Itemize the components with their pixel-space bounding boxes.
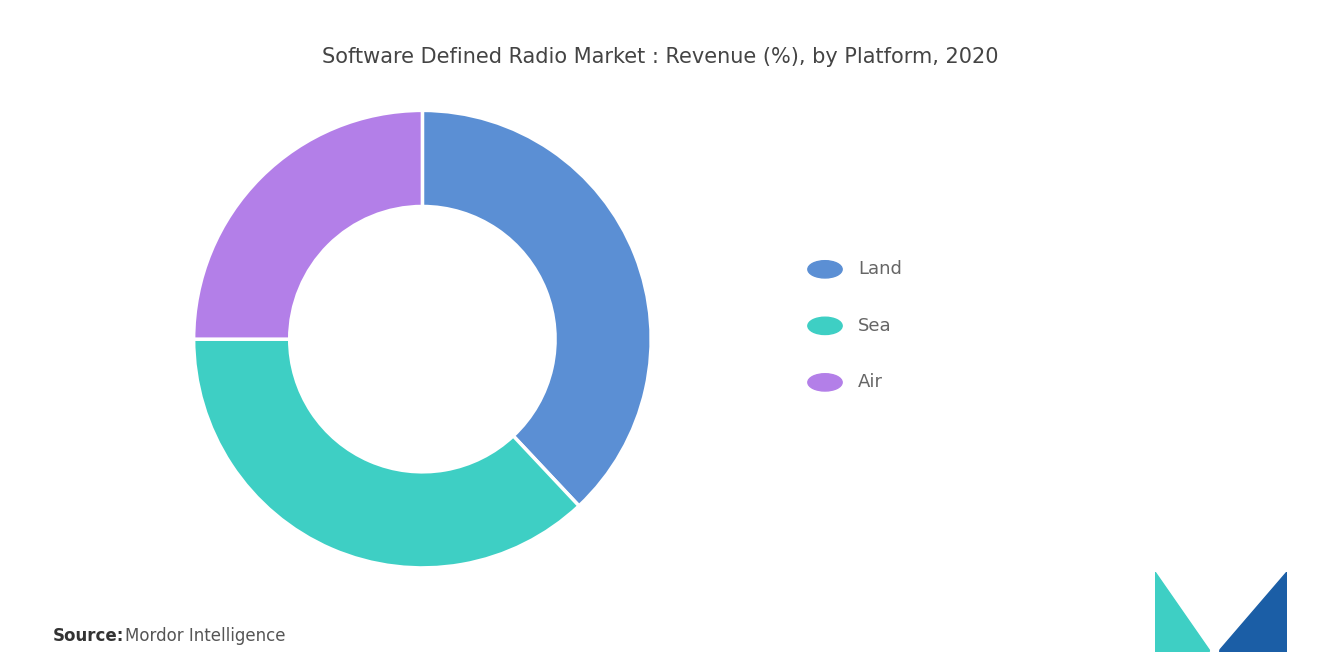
Text: Source:: Source: (53, 627, 124, 645)
Text: Land: Land (858, 260, 902, 279)
Wedge shape (194, 110, 422, 339)
Polygon shape (1155, 572, 1210, 652)
Text: Air: Air (858, 373, 883, 392)
Text: Software Defined Radio Market : Revenue (%), by Platform, 2020: Software Defined Radio Market : Revenue … (322, 47, 998, 66)
Wedge shape (422, 110, 651, 506)
Wedge shape (194, 339, 579, 568)
Text: Mordor Intelligence: Mordor Intelligence (125, 627, 286, 645)
Polygon shape (1210, 616, 1221, 652)
Text: Sea: Sea (858, 317, 891, 335)
Polygon shape (1218, 572, 1287, 652)
